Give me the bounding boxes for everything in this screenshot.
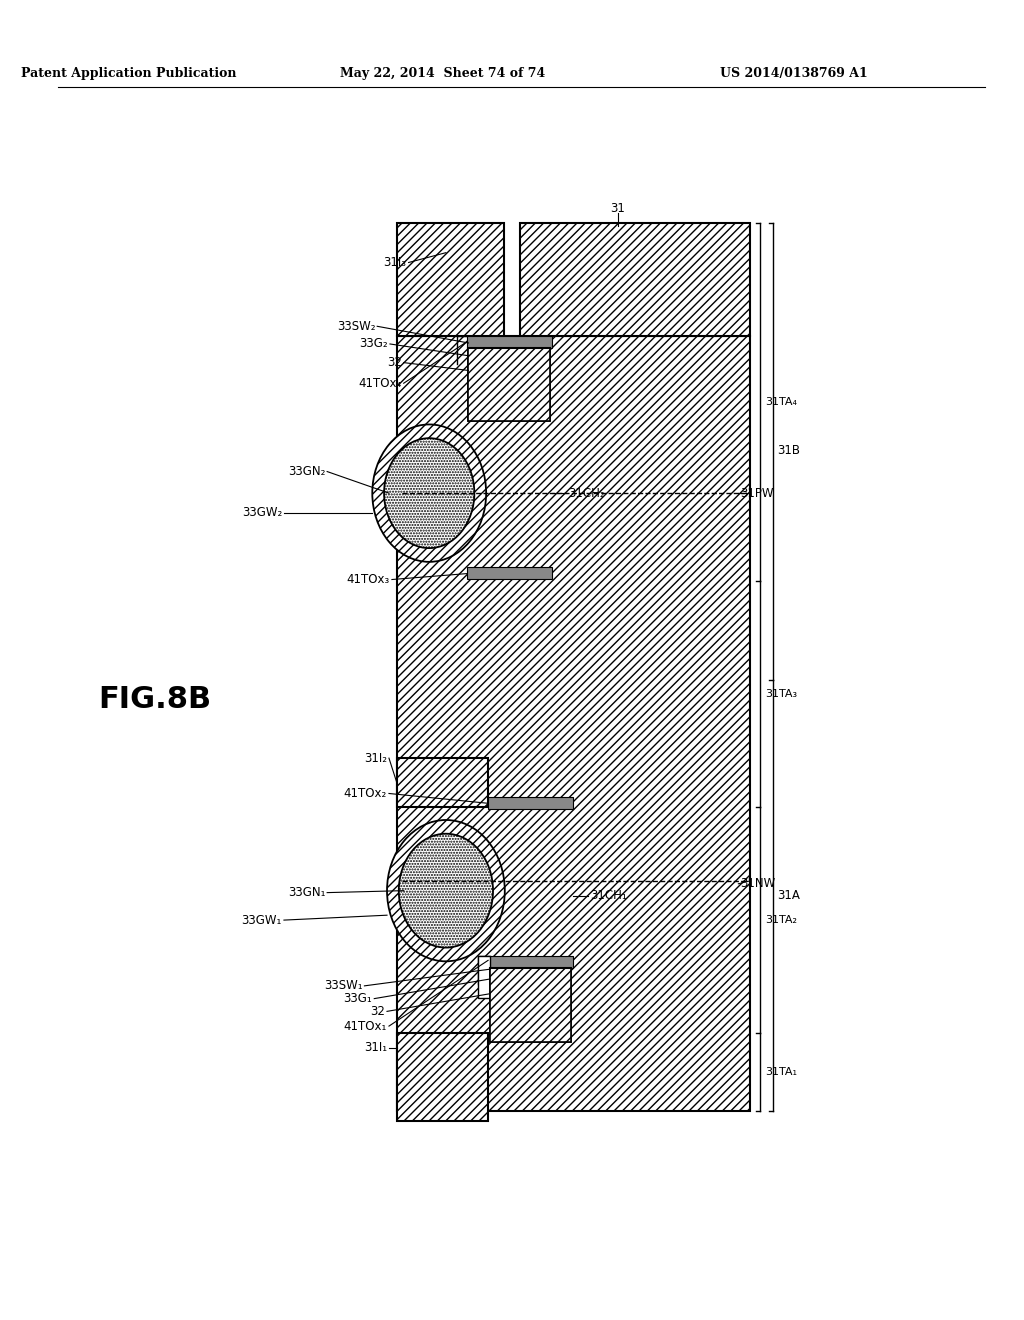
Text: 41TOx₃: 41TOx₃ <box>347 573 390 586</box>
Text: 33GW₂: 33GW₂ <box>242 507 282 519</box>
Bar <box>467 566 552 578</box>
Text: US 2014/0138769 A1: US 2014/0138769 A1 <box>721 66 868 79</box>
Ellipse shape <box>373 425 486 562</box>
Text: 33GN₂: 33GN₂ <box>288 465 326 478</box>
Text: 31TA₂: 31TA₂ <box>765 915 797 925</box>
Text: 31CH₂: 31CH₂ <box>568 487 605 500</box>
Text: 41TOx₁: 41TOx₁ <box>344 1019 387 1032</box>
Text: 41TOx₂: 41TOx₂ <box>344 787 387 800</box>
Bar <box>397 1034 488 1121</box>
Bar <box>468 348 550 421</box>
Bar <box>468 348 550 421</box>
Text: 31I₃: 31I₃ <box>384 256 407 269</box>
Bar <box>488 957 573 968</box>
Text: 31TA₁: 31TA₁ <box>765 1068 797 1077</box>
Bar <box>397 758 488 808</box>
Bar <box>490 968 570 1041</box>
Text: 31CH₁: 31CH₁ <box>590 890 627 902</box>
Ellipse shape <box>387 820 505 961</box>
Text: FIG.8B: FIG.8B <box>98 685 211 714</box>
Text: 33GN₁: 33GN₁ <box>288 886 326 899</box>
Text: 31B: 31B <box>777 445 801 458</box>
Text: 31TA₃: 31TA₃ <box>765 689 797 700</box>
Text: 33GW₁: 33GW₁ <box>242 913 282 927</box>
Text: 31I₁: 31I₁ <box>364 1041 387 1055</box>
Text: 33G₂: 33G₂ <box>359 338 388 350</box>
Text: 33SW₁: 33SW₁ <box>324 979 362 993</box>
Text: 33SW₂: 33SW₂ <box>337 319 375 333</box>
Text: 31: 31 <box>610 202 625 215</box>
Text: Patent Application Publication: Patent Application Publication <box>22 66 237 79</box>
Ellipse shape <box>398 834 493 948</box>
Bar <box>397 337 751 1111</box>
Text: 32: 32 <box>387 356 401 370</box>
Text: 32: 32 <box>370 1005 385 1018</box>
Bar <box>488 797 573 809</box>
Text: 31TA₄: 31TA₄ <box>765 397 797 407</box>
Text: 31I₂: 31I₂ <box>364 751 387 764</box>
Bar <box>397 223 504 337</box>
Bar <box>467 337 552 348</box>
Text: 33G₁: 33G₁ <box>343 993 373 1005</box>
Bar <box>519 223 751 337</box>
Ellipse shape <box>384 438 474 548</box>
Text: May 22, 2014  Sheet 74 of 74: May 22, 2014 Sheet 74 of 74 <box>340 66 546 79</box>
Bar <box>490 968 570 1041</box>
Text: 31A: 31A <box>777 890 801 902</box>
Text: 31PW: 31PW <box>740 487 774 500</box>
Text: 41TOx₄: 41TOx₄ <box>358 376 401 389</box>
Text: 31NW: 31NW <box>740 878 775 890</box>
Bar <box>478 957 490 998</box>
